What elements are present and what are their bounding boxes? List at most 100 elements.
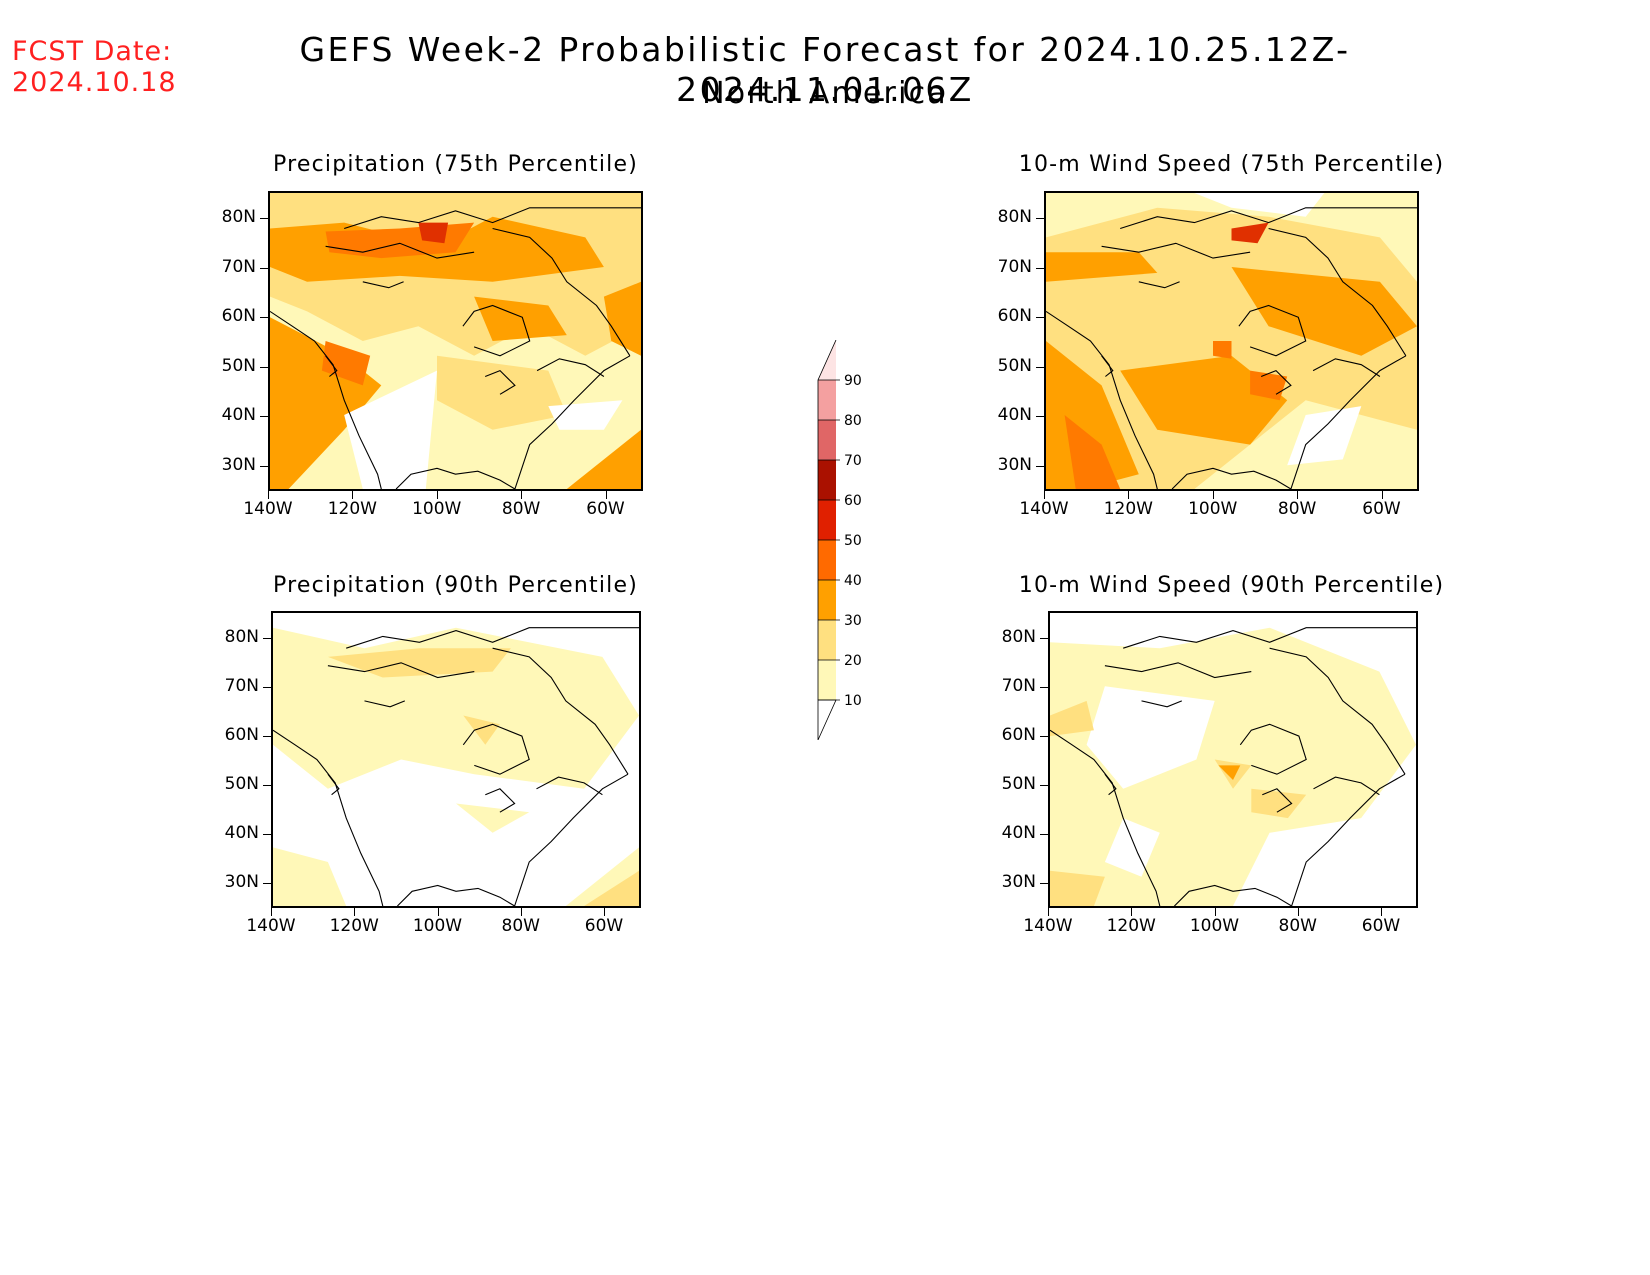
lat-tick-mark xyxy=(1036,218,1044,219)
chart-title: GEFS Week-2 Probabilistic Forecast for 2… xyxy=(299,30,1351,109)
coastline xyxy=(346,627,639,649)
coastline xyxy=(395,467,516,489)
coastline xyxy=(1050,729,1161,906)
colorbar-level-label: 80 xyxy=(844,413,862,429)
lon-tick-mark xyxy=(437,908,439,916)
map-frame xyxy=(1044,191,1419,491)
forecast-date-label: FCST Date: xyxy=(12,36,173,67)
probability-contour-fill xyxy=(1231,267,1417,356)
lon-tick-label: 100W xyxy=(412,499,462,519)
lat-tick-mark xyxy=(1040,637,1048,639)
coastline xyxy=(1104,773,1117,796)
coastline xyxy=(484,369,516,395)
lon-tick-mark xyxy=(1381,908,1382,916)
probability-contour-fill xyxy=(321,341,371,386)
probability-contour-fill xyxy=(418,222,449,244)
colorbar: 90 80 70 60 50 40 30 20 10 xyxy=(790,339,880,741)
lat-tick-mark xyxy=(263,882,271,884)
lat-tick-mark xyxy=(260,416,268,417)
panel-title: 10-m Wind Speed (90th Percentile) xyxy=(1018,573,1445,598)
probability-contour-fill xyxy=(273,847,347,906)
lon-tick-label: 60W xyxy=(586,499,625,519)
coastline xyxy=(1138,281,1180,289)
coastline xyxy=(364,700,406,708)
lon-tick-label: 100W xyxy=(1189,916,1240,936)
lat-tick-label: 30N xyxy=(1001,871,1036,892)
lat-tick-label: 40N xyxy=(1001,822,1036,843)
probability-contour-fill xyxy=(463,715,500,745)
lat-tick-mark xyxy=(1040,784,1048,786)
lat-tick-label: 80N xyxy=(221,207,256,227)
lat-tick-mark xyxy=(260,465,268,467)
lon-tick-label: 80W xyxy=(1277,499,1317,519)
lat-tick-label: 60N xyxy=(221,306,256,326)
map-frame xyxy=(268,191,643,491)
lat-tick-mark xyxy=(1036,317,1044,318)
lat-tick-label: 80N xyxy=(997,207,1032,227)
panel-title: 10-m Wind Speed (75th Percentile) xyxy=(1018,152,1445,177)
lon-tick-mark xyxy=(352,491,354,499)
lon-tick-mark xyxy=(268,491,269,499)
lat-tick-mark xyxy=(260,218,268,219)
lat-tick-mark xyxy=(260,267,268,269)
lat-tick-label: 40N xyxy=(221,405,256,425)
coastline xyxy=(492,227,631,357)
colorbar-swatch xyxy=(818,380,836,420)
coastline xyxy=(327,662,475,679)
colorbar-swatch xyxy=(818,460,836,500)
lon-tick-label: 120W xyxy=(329,916,379,936)
colorbar-swatch xyxy=(818,540,836,580)
lon-tick-label: 60W xyxy=(584,916,624,936)
colorbar-graphic: 90 80 70 60 50 40 30 20 10 xyxy=(817,339,862,741)
lat-tick-label: 80N xyxy=(1001,626,1036,647)
lon-tick-label: 100W xyxy=(1188,499,1238,519)
coastline xyxy=(1120,207,1417,230)
panel-title: Precipitation (75th Percentile) xyxy=(273,152,638,177)
lat-tick-label: 40N xyxy=(224,822,259,843)
coastline xyxy=(1123,627,1416,649)
lon-tick-mark xyxy=(1214,908,1216,916)
lat-tick-mark xyxy=(1040,735,1048,737)
lon-tick-label: 140W xyxy=(1019,499,1069,519)
lon-tick-label: 80W xyxy=(501,499,541,519)
coastline xyxy=(1312,358,1381,377)
lon-tick-mark xyxy=(1048,908,1049,916)
colorbar-level-label: 40 xyxy=(844,573,862,589)
colorbar-level-label: 70 xyxy=(844,453,862,469)
coastline xyxy=(397,884,515,906)
probability-contour-fill xyxy=(327,648,511,678)
coastline xyxy=(1260,369,1292,395)
lon-tick-mark xyxy=(1212,491,1214,499)
probability-contour-fill xyxy=(1251,788,1307,819)
lon-tick-mark xyxy=(604,908,605,916)
lat-tick-mark xyxy=(263,784,271,786)
lat-tick-mark xyxy=(1036,465,1044,467)
lat-tick-label: 50N xyxy=(1001,773,1036,794)
lon-tick-label: 120W xyxy=(1103,499,1153,519)
lon-tick-mark xyxy=(1297,491,1299,499)
region-subtitle: North America xyxy=(702,76,948,111)
probability-contour-fill xyxy=(1064,415,1121,489)
probability-contour-fill xyxy=(1050,870,1105,906)
probability-map xyxy=(273,627,639,906)
lat-tick-label: 30N xyxy=(997,454,1032,475)
lon-tick-label: 80W xyxy=(501,916,540,936)
coastline xyxy=(514,355,631,489)
lat-tick-label: 50N xyxy=(997,355,1032,376)
colorbar-level-label: 20 xyxy=(844,653,862,669)
coastline xyxy=(1174,884,1292,906)
lon-tick-mark xyxy=(1131,908,1133,916)
probability-contour-fill xyxy=(1050,700,1094,737)
probability-contour-fill xyxy=(1104,818,1160,877)
lon-tick-label: 140W xyxy=(243,499,293,519)
colorbar-level-label: 90 xyxy=(844,373,862,389)
lon-tick-mark xyxy=(605,491,607,499)
lat-tick-label: 80N xyxy=(224,626,259,647)
lon-tick-label: 140W xyxy=(246,916,296,936)
coastline xyxy=(1238,304,1307,357)
coastline xyxy=(536,776,603,796)
lat-tick-label: 60N xyxy=(997,306,1032,326)
coastline xyxy=(514,773,629,906)
lon-tick-mark xyxy=(1381,491,1383,499)
probability-contour-fill xyxy=(1046,341,1139,489)
